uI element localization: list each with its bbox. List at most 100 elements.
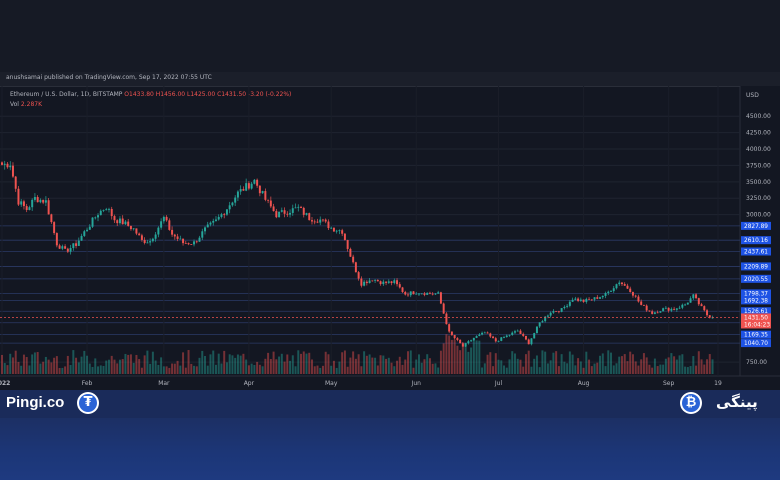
- volume-bar: [365, 355, 368, 374]
- candle-body: [193, 241, 196, 245]
- volume-bar: [176, 360, 179, 374]
- candle-body: [607, 291, 610, 294]
- volume-bar: [360, 366, 363, 374]
- brand-name-persian[interactable]: پینگی: [716, 393, 758, 411]
- symbol-name: Ethereum / U.S. Dollar, 1D, BITSTAMP: [10, 91, 123, 98]
- volume-bar: [637, 365, 640, 374]
- candle-body: [272, 206, 275, 212]
- candle-body: [121, 218, 124, 225]
- candle-body: [409, 291, 412, 296]
- volume-bar: [568, 351, 571, 374]
- candle-body: [343, 233, 346, 241]
- publish-text: anushsamai published on TradingView.com,…: [6, 74, 212, 81]
- candle-body: [313, 221, 316, 223]
- volume-bar: [58, 367, 61, 374]
- candle-body: [486, 332, 489, 334]
- candle-body: [626, 285, 629, 289]
- candle-body: [385, 281, 388, 283]
- y-tick-label: 4250.00: [746, 130, 771, 137]
- volume-legend: Vol 2.287K: [10, 101, 42, 108]
- candle-body: [420, 293, 423, 295]
- volume-bar: [448, 335, 451, 374]
- candle-body: [681, 304, 684, 308]
- candle-body: [77, 240, 80, 246]
- candle-body: [596, 297, 599, 299]
- candle-body: [223, 214, 226, 216]
- volume-bar: [36, 352, 39, 374]
- x-tick-label: Jun: [411, 380, 422, 387]
- volume-bar: [286, 354, 289, 374]
- volume-bar: [527, 350, 530, 374]
- volume-bar: [102, 365, 105, 374]
- volume-bar: [83, 350, 86, 374]
- volume-bar: [450, 339, 453, 374]
- volume-bar: [171, 363, 174, 374]
- volume-bar: [472, 340, 475, 374]
- level-tag: [741, 247, 771, 256]
- candle-body: [464, 343, 467, 347]
- volume-bar: [368, 354, 371, 374]
- volume-bar: [182, 352, 185, 374]
- candle-body: [132, 228, 135, 230]
- candle-body: [648, 310, 651, 312]
- volume-bar: [656, 366, 659, 374]
- candle-body: [330, 227, 333, 229]
- candle-body: [670, 308, 673, 311]
- volume-bar: [42, 361, 45, 374]
- volume-bar: [113, 359, 116, 374]
- candle-body: [302, 207, 305, 215]
- volume-bar: [201, 350, 204, 374]
- candle-body: [198, 237, 201, 242]
- brand-name-latin[interactable]: Pingi.co: [6, 394, 65, 411]
- candle-body: [55, 233, 58, 246]
- candle-body: [1, 162, 3, 165]
- candle-body: [6, 163, 9, 168]
- open-value: O1433.80: [124, 91, 154, 98]
- candle-body: [338, 230, 341, 232]
- price-chart[interactable]: USD 4500.00 4250.00 4000.00 3750.00 3500.00 32…: [0, 72, 780, 390]
- candle-body: [146, 242, 149, 244]
- volume-bar: [412, 367, 415, 374]
- candle-body: [269, 200, 272, 207]
- volume-bar: [711, 359, 714, 374]
- volume-bar: [330, 365, 333, 374]
- volume-bar: [620, 356, 623, 374]
- volume-bar: [442, 343, 445, 374]
- volume-bar: [44, 356, 47, 374]
- volume-bar: [428, 358, 431, 374]
- volume-bar: [97, 366, 100, 374]
- volume-bar: [667, 357, 670, 374]
- volume-bar: [61, 367, 64, 374]
- candle-body: [631, 292, 634, 296]
- volume-bar: [239, 355, 242, 374]
- volume-bar: [319, 367, 322, 374]
- candle-body: [97, 215, 100, 218]
- candle-body: [47, 200, 50, 215]
- volume-bar: [236, 354, 239, 374]
- volume-bar: [250, 363, 253, 374]
- volume-value: 2.287K: [20, 101, 43, 108]
- volume-bar: [138, 359, 141, 374]
- volume-bar: [615, 363, 618, 374]
- volume-bar: [612, 365, 615, 374]
- volume-bar: [204, 356, 206, 374]
- volume-label: Vol: [10, 101, 19, 108]
- level-tag-label: 1169.35: [744, 333, 768, 339]
- candle-body: [327, 221, 330, 229]
- candle-body: [374, 279, 377, 281]
- volume-bar: [50, 362, 53, 374]
- volume-bar: [225, 362, 228, 374]
- volume-bar: [75, 357, 78, 374]
- candle-body: [143, 239, 146, 244]
- candle-body: [236, 191, 239, 198]
- level-tag-label: 2020.55: [744, 277, 768, 283]
- candle-body: [280, 210, 283, 212]
- y-tick-label: 750.00: [746, 359, 767, 366]
- volume-bar: [423, 359, 426, 374]
- candle-body: [431, 293, 434, 295]
- volume-bar: [533, 358, 536, 374]
- volume-bar: [404, 359, 407, 374]
- candle-body: [349, 248, 352, 257]
- volume-bar: [431, 363, 434, 374]
- candle-body: [700, 304, 703, 307]
